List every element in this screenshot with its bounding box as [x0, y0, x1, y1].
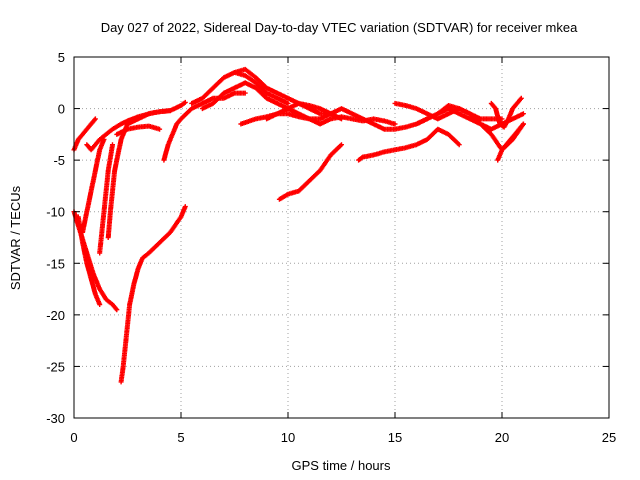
series-markers — [114, 123, 163, 137]
y-axis-label: SDTVAR / TECUs — [8, 185, 23, 290]
series-track-17 — [356, 126, 462, 163]
series-track-12 — [199, 80, 334, 122]
series-track-6 — [97, 142, 115, 256]
series-markers — [75, 214, 103, 307]
grid — [74, 57, 609, 418]
series-track-22 — [495, 121, 526, 163]
series-track-7 — [105, 99, 188, 240]
x-tick-label: 0 — [70, 430, 77, 445]
series-markers — [495, 121, 526, 163]
y-tick-label: -5 — [53, 153, 65, 168]
series-markers — [488, 95, 524, 130]
series-track-9 — [118, 204, 188, 385]
series-markers — [80, 137, 107, 235]
series-track-3 — [75, 214, 103, 307]
y-tick-label: 0 — [58, 102, 65, 117]
x-tick-label: 5 — [177, 430, 184, 445]
series-track-21 — [488, 95, 524, 130]
series-layer — [71, 66, 526, 385]
series-markers — [276, 142, 344, 202]
y-tick-label: -25 — [46, 359, 65, 374]
series-markers — [356, 126, 462, 163]
series-markers — [105, 99, 188, 240]
series-markers — [264, 100, 430, 132]
series-markers — [161, 90, 248, 163]
series-track-15 — [264, 100, 430, 132]
series-track-8 — [114, 123, 163, 137]
series-track-4 — [80, 137, 107, 235]
series-track-10 — [161, 90, 248, 163]
y-tick-label: -10 — [46, 205, 65, 220]
series-markers — [199, 80, 334, 122]
ticks: 0 5 10 15 20 25 -30 -25 -20 -15 -10 -5 0 5 — [46, 50, 616, 445]
chart-title: Day 027 of 2022, Sidereal Day-to-day VTE… — [101, 20, 578, 35]
series-markers — [118, 204, 188, 385]
y-tick-label: 5 — [58, 50, 65, 65]
plot-frame — [73, 56, 610, 419]
y-tick-label: -30 — [46, 411, 65, 426]
y-tick-label: -15 — [46, 256, 65, 271]
series-markers — [97, 142, 115, 256]
x-tick-label: 15 — [388, 430, 402, 445]
y-tick-label: -20 — [46, 308, 65, 323]
x-tick-label: 10 — [281, 430, 295, 445]
x-axis-label: GPS time / hours — [292, 458, 391, 473]
x-tick-label: 20 — [495, 430, 509, 445]
x-tick-label: 25 — [602, 430, 616, 445]
series-track-16 — [276, 142, 344, 202]
